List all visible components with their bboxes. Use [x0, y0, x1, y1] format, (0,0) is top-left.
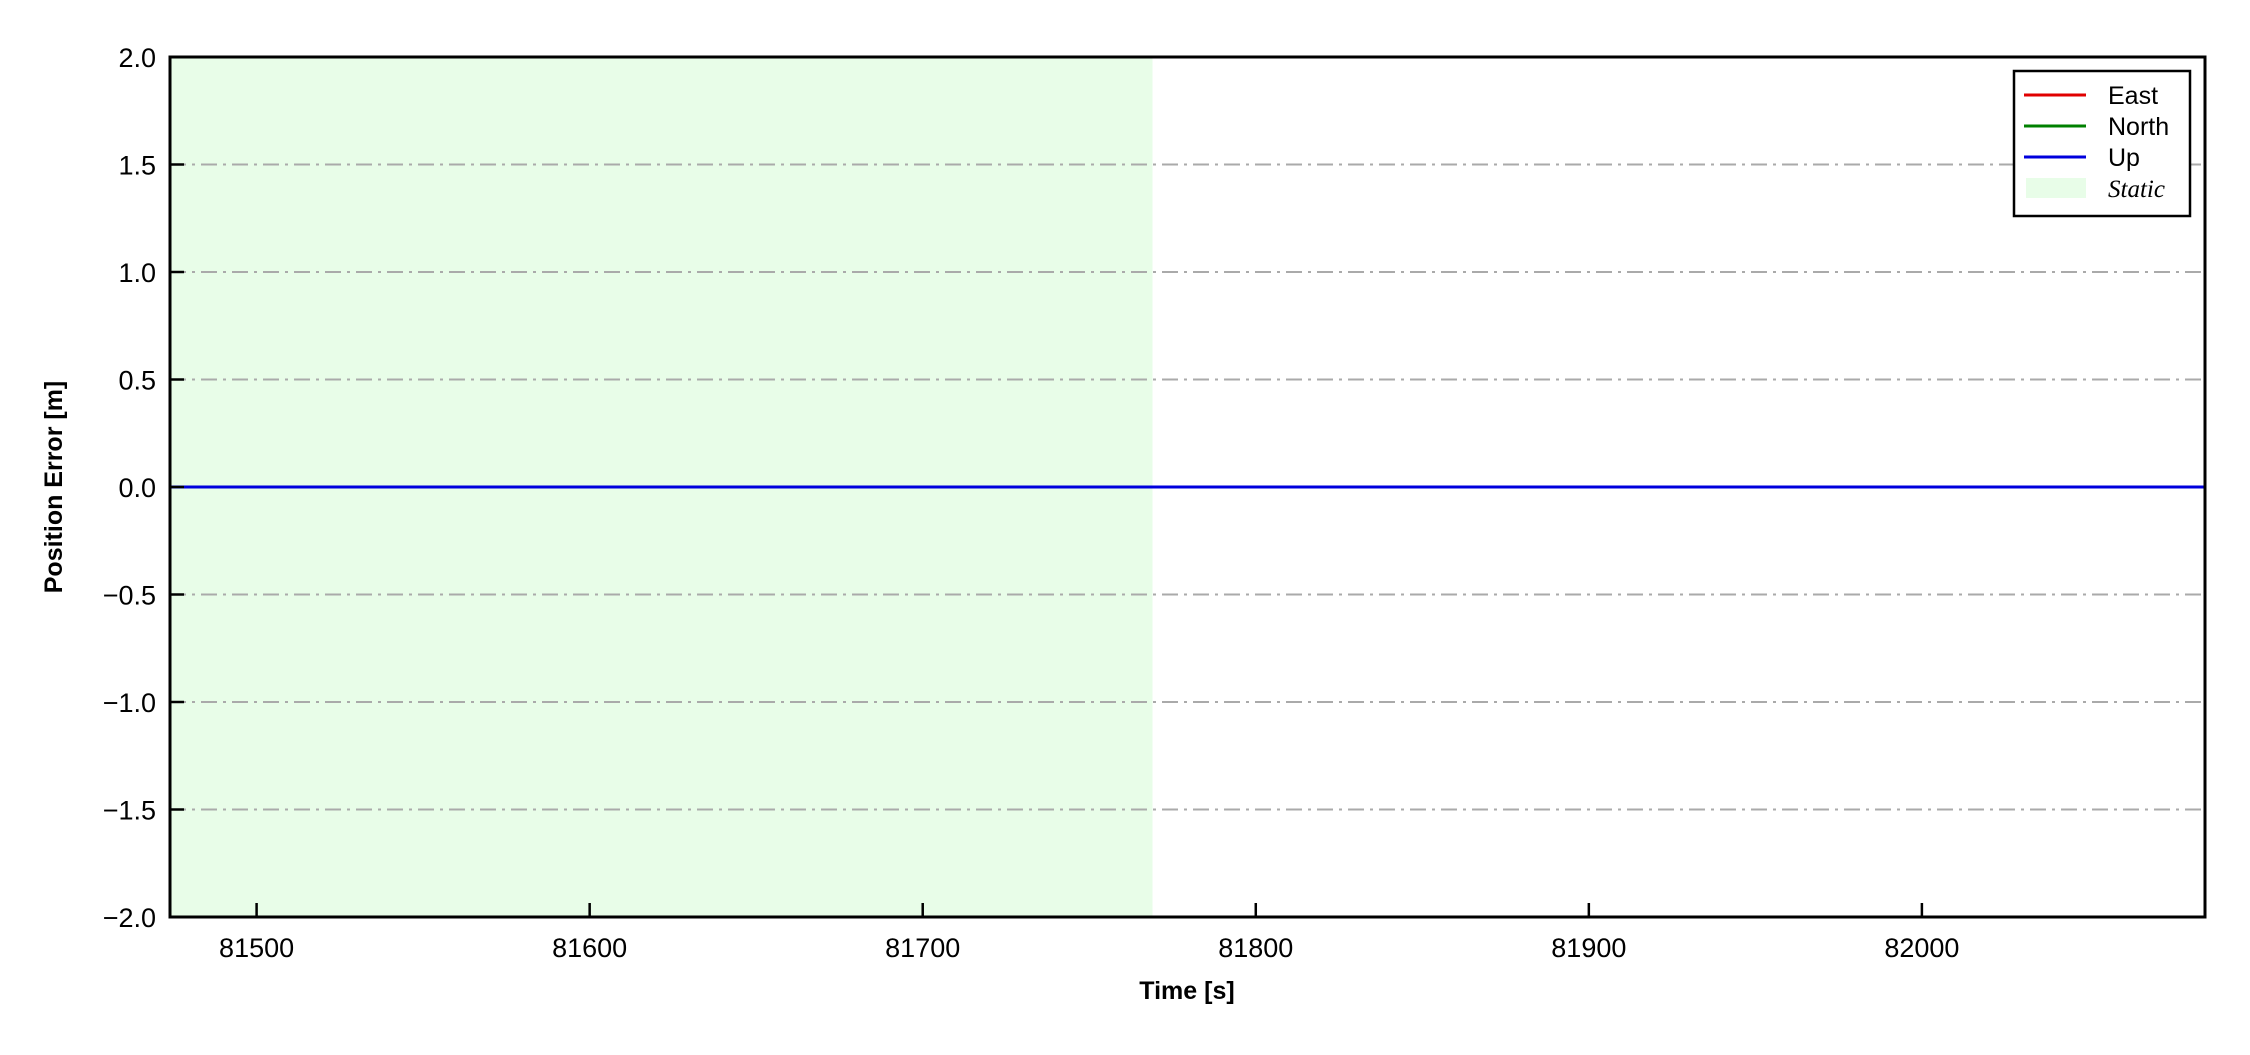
y-tick-label: −0.5 — [103, 581, 156, 611]
legend-swatch-static — [2026, 178, 2086, 198]
y-tick-label: 0.0 — [118, 473, 156, 503]
legend-label-static: Static — [2108, 176, 2165, 203]
x-tick-label: 81700 — [885, 933, 960, 963]
y-axis-label: Position Error [m] — [40, 381, 68, 594]
x-tick-label: 81600 — [552, 933, 627, 963]
y-tick-label: 2.0 — [118, 43, 156, 73]
plot-frame — [168, 55, 2207, 919]
legend-label-east: East — [2108, 82, 2158, 110]
y-tick-label: 1.5 — [118, 151, 156, 181]
x-tick-label: 81500 — [219, 933, 294, 963]
y-tick-label: −1.5 — [103, 796, 156, 826]
y-tick-label: −2.0 — [103, 903, 156, 933]
legend-label-up: Up — [2108, 144, 2140, 172]
legend: East North Up Static — [2012, 69, 2192, 218]
y-tick-label: 0.5 — [118, 366, 156, 396]
y-tick-label: 1.0 — [118, 258, 156, 288]
x-tick-label: 82000 — [1884, 933, 1959, 963]
x-tick-label: 81900 — [1551, 933, 1626, 963]
x-axis-label: Time [s] — [1139, 977, 1234, 1005]
y-tick-label: −1.0 — [103, 688, 156, 718]
x-tick-label: 81800 — [1218, 933, 1293, 963]
legend-label-north: North — [2108, 113, 2169, 141]
